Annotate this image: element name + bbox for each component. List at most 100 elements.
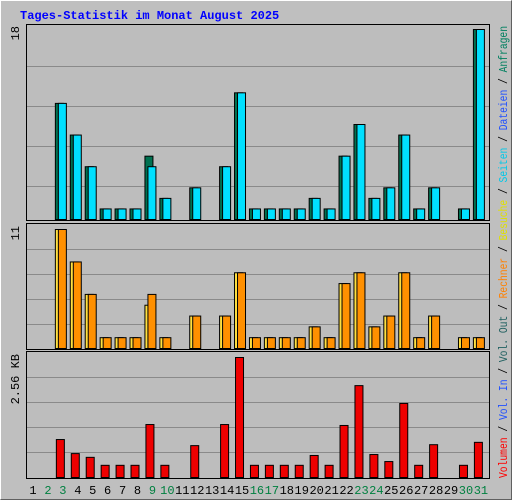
legend-item: Volumen (497, 437, 511, 478)
bar (311, 197, 321, 220)
bar (356, 272, 366, 350)
x-tick-label: 24 (369, 484, 383, 498)
y-tick-label: 2.56 KB (9, 354, 23, 404)
bar (279, 464, 289, 478)
bar (55, 439, 65, 478)
bar (460, 208, 470, 220)
legend-separator: / (497, 72, 511, 89)
bar (296, 337, 306, 350)
bar (192, 187, 202, 220)
x-tick-label: 26 (399, 484, 413, 498)
bar (57, 102, 67, 220)
bar (147, 166, 157, 221)
panel-frame (26, 351, 490, 479)
bar (324, 464, 334, 478)
bar (431, 187, 441, 220)
legend-item: Besuche (497, 200, 511, 241)
bar (386, 187, 396, 220)
bar (414, 464, 424, 478)
legend-separator: / (497, 420, 511, 437)
legend-item: Vol. Out (497, 316, 511, 362)
bar (102, 208, 112, 220)
x-tick-label: 14 (220, 484, 234, 498)
bar (369, 454, 379, 478)
bar (401, 272, 411, 350)
bar (384, 461, 394, 478)
x-tick-label: 22 (339, 484, 353, 498)
bar (251, 208, 261, 220)
x-tick-label: 4 (74, 484, 81, 498)
bar (281, 208, 291, 220)
legend-item: Rechner (497, 258, 511, 299)
bar (281, 337, 291, 350)
bar (266, 337, 276, 350)
bar (249, 464, 259, 478)
bar (87, 293, 97, 349)
panel-frame (26, 223, 490, 350)
bar (132, 208, 142, 220)
bar (264, 464, 274, 478)
bar (311, 326, 321, 350)
x-tick-label: 25 (384, 484, 398, 498)
bar (222, 315, 232, 349)
x-tick-label: 2 (44, 484, 51, 498)
bar (115, 464, 125, 478)
legend-separator: / (497, 362, 511, 379)
x-tick-label: 23 (354, 484, 368, 498)
x-tick-label: 10 (160, 484, 174, 498)
bar (237, 92, 247, 220)
bar (475, 337, 485, 350)
bar (220, 424, 230, 478)
bar (341, 283, 351, 349)
bar (399, 402, 409, 478)
legend-item: Seiten (497, 148, 511, 183)
x-tick-label: 28 (429, 484, 443, 498)
legend-separator: / (497, 298, 511, 315)
bar (72, 261, 82, 350)
bar (296, 208, 306, 220)
bar (130, 464, 140, 478)
bar (100, 464, 110, 478)
bar (72, 134, 82, 220)
bar (416, 337, 426, 350)
bar (371, 326, 381, 350)
bar (371, 197, 381, 220)
bar (309, 454, 319, 478)
bar (431, 315, 441, 349)
x-tick-label: 9 (149, 484, 156, 498)
bar (473, 441, 483, 478)
y-tick-label: 18 (9, 26, 23, 40)
x-tick-label: 13 (205, 484, 219, 498)
x-tick-label: 27 (414, 484, 428, 498)
panels (26, 24, 490, 479)
x-tick-label: 8 (134, 484, 141, 498)
bar (386, 315, 396, 349)
bar (251, 337, 261, 350)
bar (147, 293, 157, 349)
bar (132, 337, 142, 350)
bar (117, 208, 127, 220)
x-tick-label: 21 (324, 484, 338, 498)
bar (237, 272, 247, 350)
legend-separator: / (497, 240, 511, 257)
bar (85, 456, 95, 478)
legend-item: Vol. In (497, 379, 511, 420)
x-tick-label: 20 (309, 484, 323, 498)
x-tick-label: 16 (250, 484, 264, 498)
legend-item: Dateien (497, 90, 511, 131)
bar (192, 315, 202, 349)
legend-separator: / (497, 130, 511, 147)
bar (339, 424, 349, 478)
bar (87, 166, 97, 221)
bar (266, 208, 276, 220)
bar (326, 208, 336, 220)
bar (70, 453, 80, 478)
bar (222, 166, 232, 221)
x-tick-label: 29 (444, 484, 458, 498)
bar (458, 464, 468, 478)
x-tick-label: 11 (175, 484, 189, 498)
bar (341, 155, 351, 221)
bar (162, 337, 172, 350)
panel-frame (26, 24, 490, 221)
